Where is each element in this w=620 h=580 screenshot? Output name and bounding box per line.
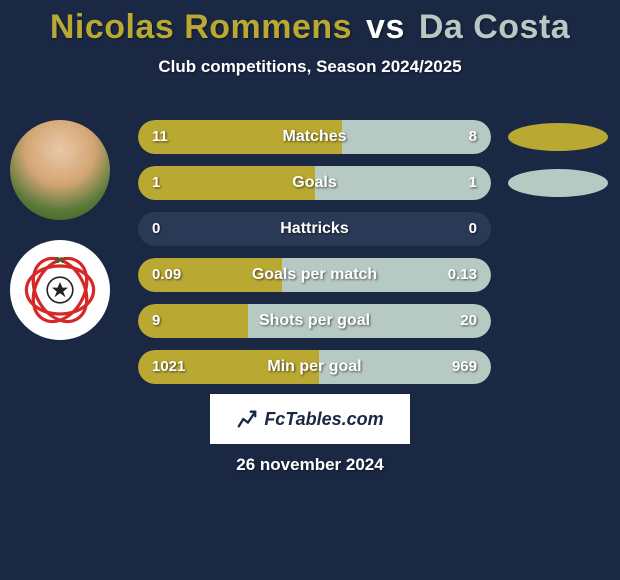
stat-pill: 00Hattricks	[138, 212, 491, 246]
fctables-badge: FcTables.com	[210, 394, 410, 444]
stat-pill: 11Goals	[138, 166, 491, 200]
stat-row: 920Shots per goal	[138, 304, 610, 338]
title-vs: vs	[366, 8, 405, 46]
stat-label: Matches	[138, 120, 491, 154]
comparison-title: Nicolas Rommens vs Da Costa	[0, 0, 620, 47]
club-logo: SV	[10, 240, 110, 340]
stat-pill: 118Matches	[138, 120, 491, 154]
stat-label: Hattricks	[138, 212, 491, 246]
stats-panel: 118Matches 11Goals 00Hattricks 0.090.13Goal…	[138, 120, 610, 396]
svg-text:SV: SV	[55, 256, 66, 265]
subtitle: Club competitions, Season 2024/2025	[0, 57, 620, 77]
winner-oval	[508, 123, 608, 151]
stat-row: 0.090.13Goals per match	[138, 258, 610, 292]
chart-icon	[236, 408, 258, 430]
stat-label: Goals per match	[138, 258, 491, 292]
stat-label: Shots per goal	[138, 304, 491, 338]
stat-row: 11Goals	[138, 166, 610, 200]
title-player1: Nicolas Rommens	[50, 8, 352, 46]
stat-row: 1021969Min per goal	[138, 350, 610, 384]
badge-text: FcTables.com	[264, 409, 383, 430]
stat-label: Goals	[138, 166, 491, 200]
photos-column: SV	[10, 120, 110, 340]
winner-oval	[508, 169, 608, 197]
stat-row: 118Matches	[138, 120, 610, 154]
stat-pill: 1021969Min per goal	[138, 350, 491, 384]
date-label: 26 november 2024	[0, 455, 620, 475]
title-player2: Da Costa	[419, 8, 570, 46]
stat-pill: 0.090.13Goals per match	[138, 258, 491, 292]
stat-row: 00Hattricks	[138, 212, 610, 246]
stat-pill: 920Shots per goal	[138, 304, 491, 338]
player-photo	[10, 120, 110, 220]
stat-label: Min per goal	[138, 350, 491, 384]
